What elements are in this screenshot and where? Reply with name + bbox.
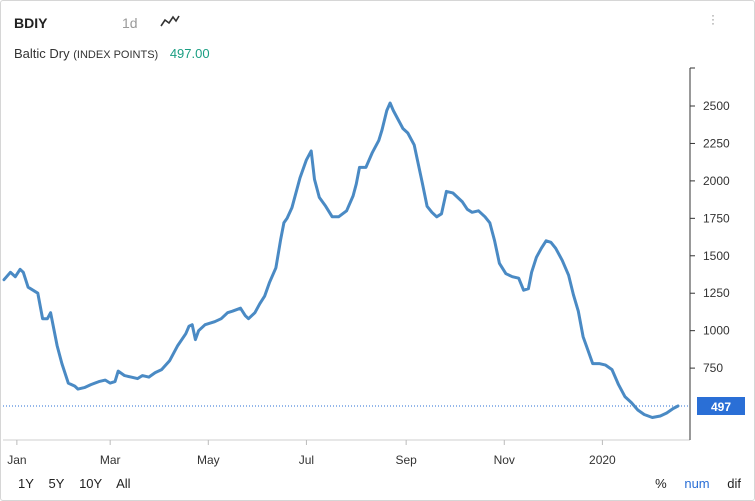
y-tick-label: 1250 (703, 286, 730, 300)
x-tick-label: Jan (7, 453, 26, 467)
instrument-subtitle: Baltic Dry (INDEX POINTS) 497.00 (14, 46, 210, 61)
y-tick-label: 2000 (703, 174, 730, 188)
x-tick-label: Jul (299, 453, 314, 467)
line-chart-icon[interactable] (160, 14, 180, 28)
x-tick-label: Sep (395, 453, 417, 467)
kebab-menu-icon[interactable]: · · · (711, 8, 715, 30)
x-tick-label: Nov (494, 453, 515, 467)
y-tick-label: 1000 (703, 324, 730, 338)
series-line (2, 101, 680, 419)
mode-selector: % num dif (641, 476, 741, 491)
last-value-readout: 497.00 (169, 46, 210, 61)
last-value-badge (697, 397, 745, 415)
last-value-badge-label: 497 (711, 400, 731, 414)
mode-button-dif[interactable]: dif (727, 476, 741, 491)
interval-selector[interactable]: 1d (122, 15, 138, 31)
y-tick-label: 2500 (703, 99, 730, 113)
mode-button-percent[interactable]: % (655, 476, 667, 491)
y-tick-label: 2250 (703, 136, 730, 150)
range-button-5y[interactable]: 5Y (48, 476, 65, 491)
x-tick-label: Mar (100, 453, 121, 467)
y-tick-label: 750 (703, 361, 723, 375)
x-tick-label: May (197, 453, 220, 467)
range-button-10y[interactable]: 10Y (79, 476, 103, 491)
range-selector: 1Y 5Y 10Y All (18, 476, 142, 491)
range-button-all[interactable]: All (116, 476, 131, 491)
range-button-1y[interactable]: 1Y (18, 476, 34, 491)
instrument-unit: (INDEX POINTS) (73, 49, 159, 61)
instrument-name: Baltic Dry (14, 46, 70, 61)
x-tick-label: 2020 (589, 453, 616, 467)
mode-button-num[interactable]: num (684, 476, 710, 491)
y-tick-label: 1500 (703, 249, 730, 263)
ticker-symbol: BDIY (14, 15, 48, 31)
y-tick-label: 1750 (703, 211, 730, 225)
